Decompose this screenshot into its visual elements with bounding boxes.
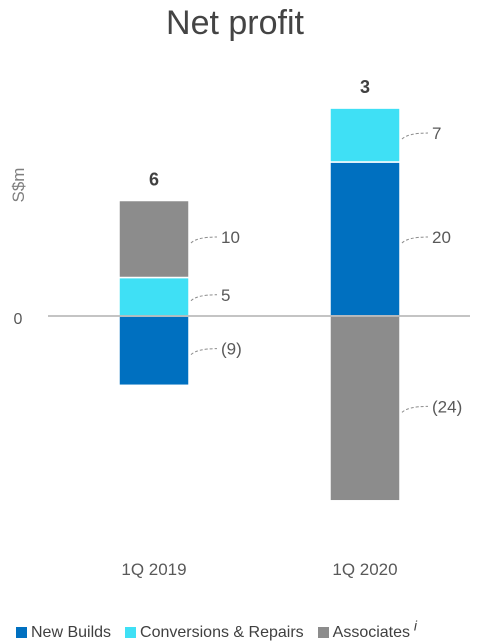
legend-label: Associates i	[332, 618, 418, 642]
legend: New Builds Conversions & Repairs Associate…	[16, 618, 486, 642]
bar-segment-conversions-repairs-0	[118, 276, 190, 317]
category-label-0: 1Q 2019	[121, 560, 186, 579]
data-label-leader-1-0	[401, 236, 429, 244]
stacked-bar-chart: S$m 0 (9) 5 10 6 20 7 (24) 3 1Q 2019 1Q 2020	[9, 77, 470, 579]
data-label-leader-0-0	[190, 348, 218, 356]
chart-title: Net profit	[166, 4, 304, 42]
legend-swatch	[16, 627, 27, 639]
data-label-1-0: 20	[432, 228, 451, 247]
bar-segment-conversions-repairs-1	[329, 107, 401, 163]
data-label-0-2: 10	[221, 228, 240, 247]
data-label-1-1: 7	[432, 124, 441, 143]
bar-segment-new-builds-0	[118, 315, 190, 387]
data-label-0-0: (9)	[221, 340, 242, 359]
legend-label: New Builds	[31, 624, 112, 642]
zero-tick-label: 0	[14, 311, 23, 328]
data-label-leader-1-1	[401, 132, 429, 140]
legend-swatch	[125, 627, 137, 639]
data-label-leader-1-2	[401, 405, 429, 413]
category-label-1: 1Q 2020	[332, 560, 397, 579]
data-label-0-1: 5	[221, 286, 230, 305]
y-axis-label: S$m	[9, 168, 28, 203]
legend-note-marker: i	[410, 618, 418, 634]
data-label-leader-0-2	[190, 236, 218, 244]
legend-item-conversions-repairs: Conversions & Repairs	[125, 624, 304, 642]
legend-item-new-builds: New Builds	[16, 624, 111, 642]
legend-label: Conversions & Repairs	[140, 624, 304, 642]
bar-segment-associates-1	[329, 315, 401, 502]
data-label-1-2: (24)	[432, 397, 462, 416]
legend-item-associates: Associates i	[317, 618, 418, 642]
total-label-0: 6	[149, 170, 159, 190]
bar-segment-new-builds-1	[329, 161, 401, 317]
data-label-leader-0-1	[190, 294, 218, 302]
legend-swatch	[317, 627, 329, 639]
bar-segment-associates-0	[118, 199, 190, 279]
total-label-1: 3	[360, 77, 370, 97]
